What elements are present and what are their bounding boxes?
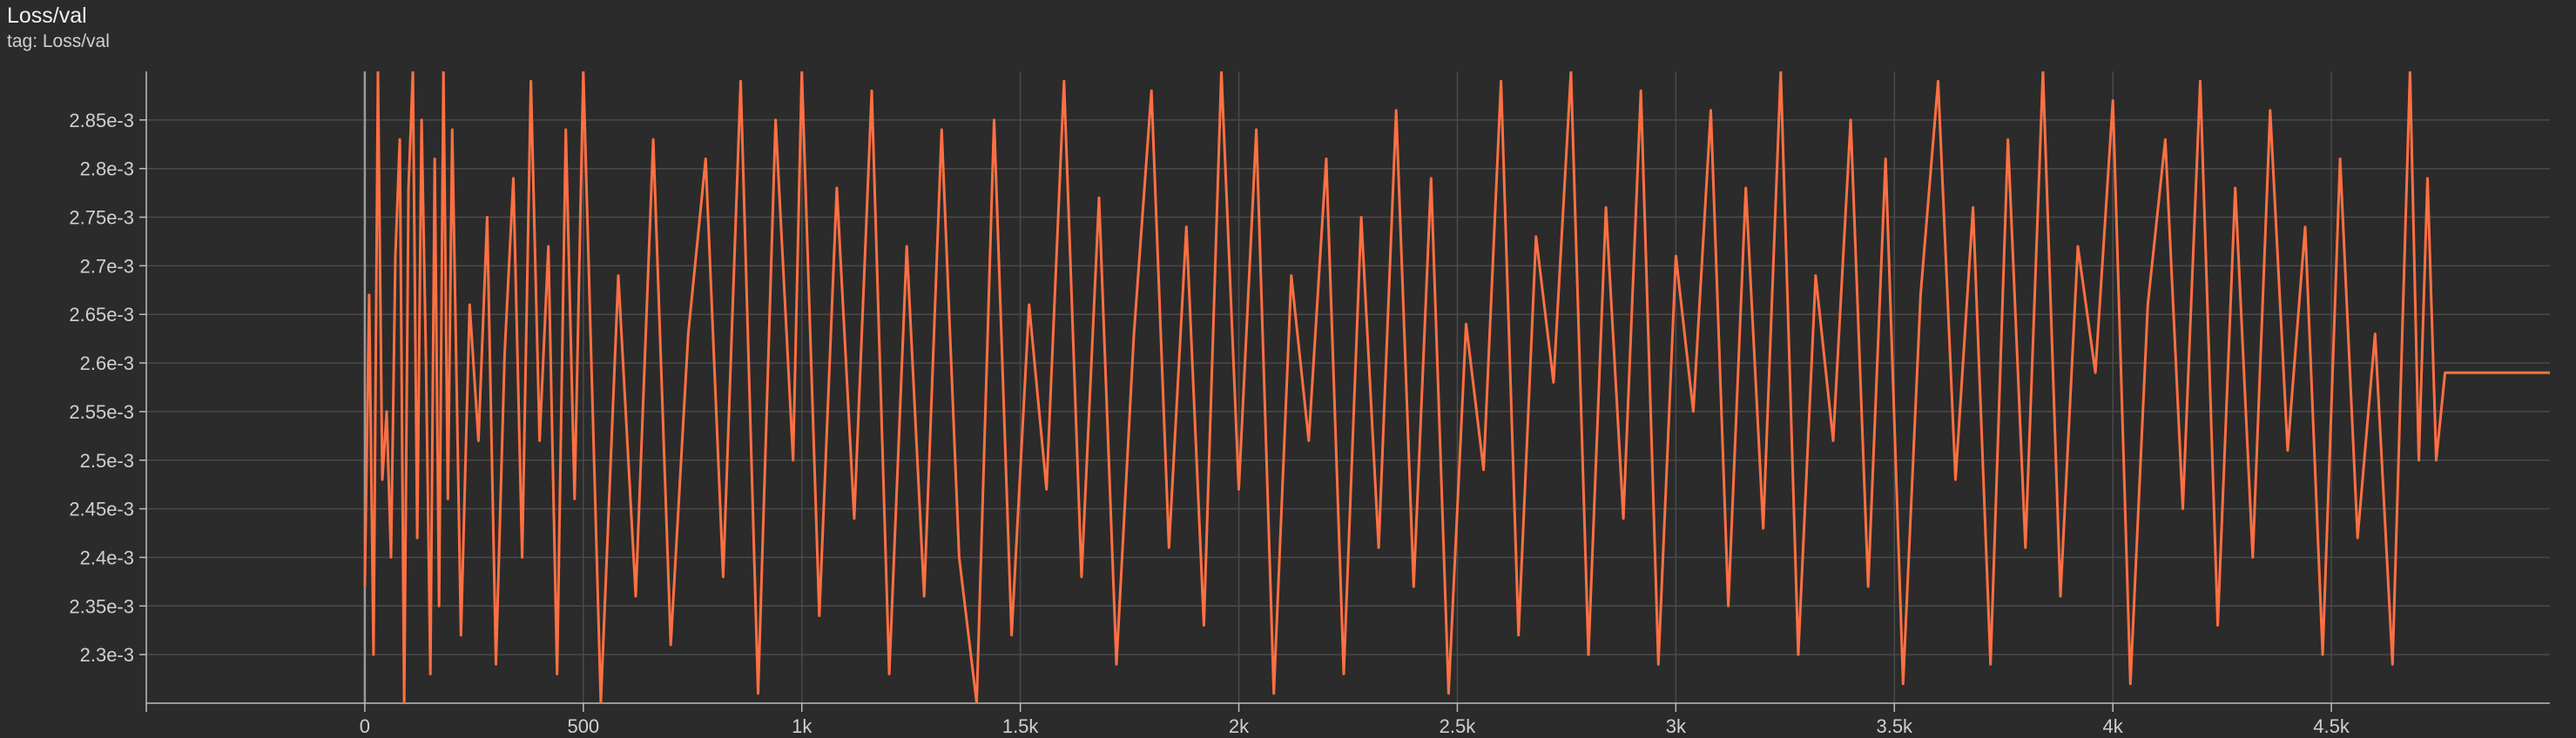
x-tick-label: 2k (1229, 715, 1250, 737)
y-tick-label: 2.45e-3 (69, 499, 134, 520)
x-tick-label: 3k (1666, 715, 1687, 737)
grid-lines (146, 71, 2550, 703)
y-tick-label: 2.75e-3 (69, 207, 134, 229)
chart-tag-label: tag: Loss/val (7, 31, 110, 51)
series-group (363, 71, 2550, 703)
series-line (363, 71, 2550, 703)
x-tick-label: 4k (2103, 715, 2124, 737)
y-tick-label: 2.55e-3 (69, 401, 134, 423)
y-tick-label: 2.3e-3 (80, 644, 134, 666)
y-tick-label: 2.35e-3 (69, 595, 134, 617)
x-tick-label: 500 (567, 715, 599, 737)
y-tick-label: 2.8e-3 (80, 158, 134, 180)
x-tick-label: 4.5k (2313, 715, 2350, 737)
y-tick-label: 2.7e-3 (80, 255, 134, 277)
x-tick-label: 2.5k (1440, 715, 1477, 737)
y-tick-label: 2.6e-3 (80, 352, 134, 374)
chart-axes (139, 71, 2550, 712)
y-tick-label: 2.85e-3 (69, 110, 134, 131)
x-tick-label: 0 (360, 715, 370, 737)
tick-labels: 2.3e-3 2.35e-3 2.4e-3 2.45e-3 2.5e-3 2.55e-3 2… (69, 110, 2350, 737)
y-tick-label: 2.65e-3 (69, 304, 134, 325)
x-tick-label: 1.5k (1002, 715, 1040, 737)
chart-title: Loss/val (7, 3, 87, 28)
y-tick-label: 2.5e-3 (80, 450, 134, 472)
x-tick-label: 1k (792, 715, 813, 737)
x-tick-label: 3.5k (1876, 715, 1913, 737)
y-tick-label: 2.4e-3 (80, 547, 134, 568)
